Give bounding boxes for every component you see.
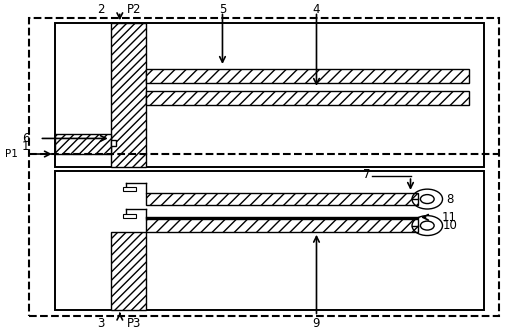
- Bar: [55, 23, 484, 167]
- Bar: [55, 134, 111, 154]
- Text: 1: 1: [22, 140, 30, 153]
- Text: 8: 8: [446, 193, 453, 206]
- Text: 5: 5: [219, 3, 226, 16]
- Bar: [111, 140, 115, 146]
- Bar: [146, 219, 418, 232]
- Text: 11: 11: [442, 211, 457, 224]
- Text: 3: 3: [97, 317, 104, 330]
- Text: P1: P1: [5, 149, 18, 159]
- Text: 4: 4: [313, 3, 320, 16]
- Text: P3: P3: [127, 317, 142, 330]
- Bar: [146, 69, 469, 83]
- Bar: [111, 232, 146, 310]
- Text: 2: 2: [97, 3, 104, 16]
- Bar: [123, 187, 136, 191]
- Text: 9: 9: [313, 317, 320, 330]
- Text: 6: 6: [22, 132, 30, 145]
- Text: 7: 7: [362, 168, 370, 181]
- Text: 10: 10: [442, 219, 457, 232]
- Text: P2: P2: [127, 3, 142, 16]
- Bar: [123, 214, 136, 218]
- Bar: [146, 91, 469, 105]
- Bar: [146, 193, 418, 205]
- Bar: [111, 23, 146, 167]
- Bar: [55, 171, 484, 310]
